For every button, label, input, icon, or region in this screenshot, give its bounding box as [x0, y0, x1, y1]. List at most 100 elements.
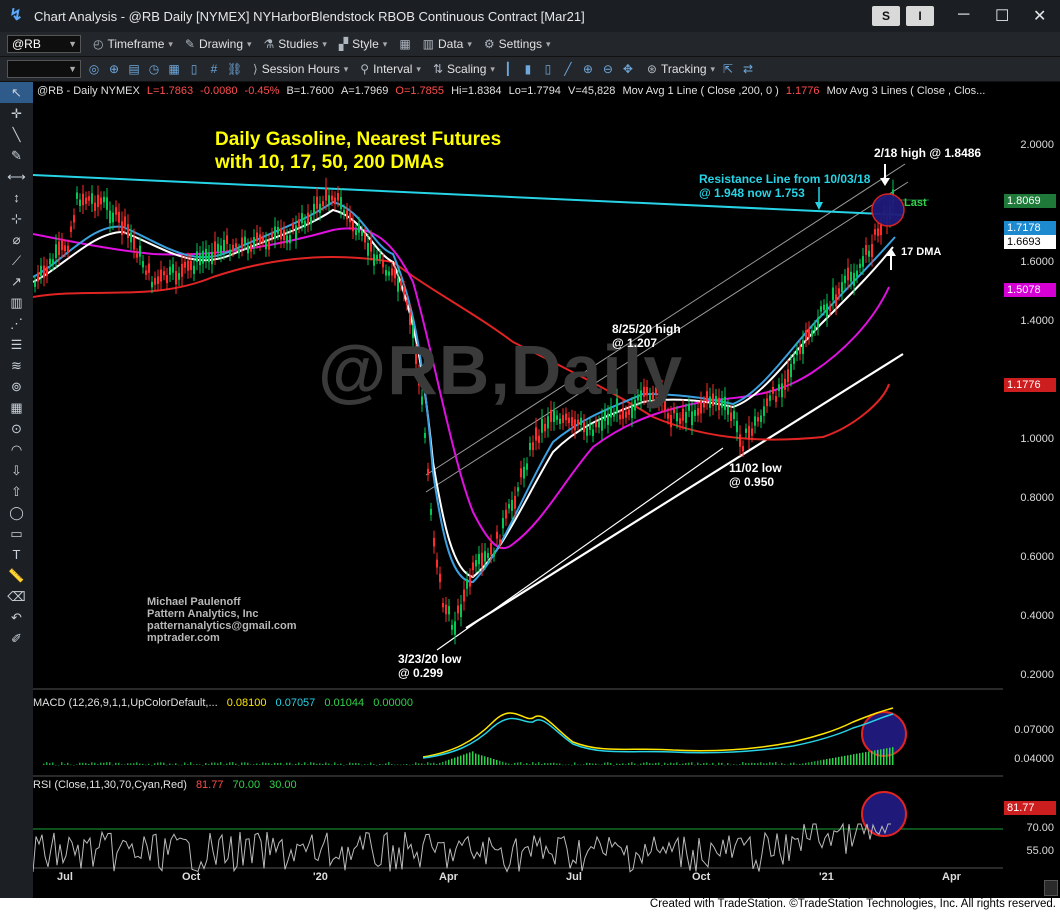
candle-body: [346, 210, 348, 220]
timeframe-menu[interactable]: ◴ Timeframe ▾: [93, 37, 173, 51]
horizontal-line-icon[interactable]: ⟷: [7, 169, 26, 184]
candle-body: [421, 396, 423, 405]
candle-body: [826, 303, 828, 318]
pointer-tool-icon[interactable]: ↖: [0, 82, 33, 103]
macd-bar: [373, 764, 375, 765]
cross-line-icon[interactable]: ⊹: [11, 211, 22, 226]
symbol-link-button[interactable]: S: [872, 6, 900, 26]
pen-tool-icon[interactable]: ✎: [11, 148, 22, 163]
candle-body: [220, 245, 222, 255]
macd-bar: [274, 762, 276, 765]
settings-menu[interactable]: ⚙ Settings ▾: [483, 37, 551, 51]
grid-tool-icon[interactable]: ▦: [10, 400, 23, 415]
grid-icon[interactable]: ▦: [168, 62, 180, 76]
studies-menu[interactable]: ⚗ Studies ▾: [263, 37, 327, 51]
candle-body: [556, 415, 558, 420]
macd-bar: [793, 762, 795, 765]
style-menu[interactable]: ▞ Style ▾: [338, 37, 388, 51]
macd-bar: [541, 764, 543, 765]
price-chart[interactable]: [33, 82, 1003, 898]
target-tool-icon[interactable]: ⊙: [11, 421, 22, 436]
eraser-tool-icon[interactable]: ⌫: [7, 589, 26, 604]
channel-tool-icon[interactable]: ⟋: [11, 253, 22, 268]
edit-tool-icon[interactable]: ✐: [11, 631, 22, 646]
line-style-icon[interactable]: ╱: [564, 62, 572, 76]
ellipse-tool-icon[interactable]: ◯: [9, 505, 24, 520]
interval-input[interactable]: ▼: [7, 60, 81, 78]
hollow-candle-icon[interactable]: ▯: [544, 62, 552, 76]
move-icon[interactable]: ✥: [622, 62, 633, 76]
candle-body: [73, 215, 75, 223]
export-icon[interactable]: ⇱: [723, 62, 734, 76]
candle-body: [460, 604, 462, 618]
macd-bar: [730, 764, 732, 766]
undo-tool-icon[interactable]: ↶: [11, 610, 22, 625]
interval-menu[interactable]: ⚲ Interval ▾: [360, 62, 421, 76]
macd-bar: [784, 764, 786, 765]
candle-body: [604, 411, 606, 421]
zoom-out-icon[interactable]: ⊖: [602, 62, 613, 76]
candle-body: [94, 202, 96, 211]
chain-icon[interactable]: ⛓: [227, 62, 243, 76]
candle-body: [739, 434, 741, 447]
candle-body: [133, 237, 135, 250]
text-tool-icon[interactable]: T: [12, 547, 21, 562]
macd-bar: [100, 762, 102, 765]
candle-body: [409, 312, 411, 325]
macd-bar: [76, 764, 78, 765]
price-badge-ma17: 1.6693: [1004, 235, 1056, 249]
macd-bar: [595, 763, 597, 765]
page-icon[interactable]: ▯: [190, 62, 198, 76]
symbol-input[interactable]: @RB ▼: [7, 35, 81, 53]
macd-bar: [103, 762, 105, 765]
candle-body: [205, 248, 207, 260]
scroll-handle[interactable]: [1044, 880, 1058, 896]
close-button[interactable]: ✕: [1033, 8, 1047, 25]
candle-body: [130, 232, 132, 243]
session-hours-menu[interactable]: ⟩ Session Hours ▾: [253, 62, 349, 76]
fib-tool-icon[interactable]: ⌀: [12, 232, 21, 247]
refresh-icon[interactable]: ◎: [88, 62, 100, 76]
arrow-up-tool-icon[interactable]: ⇧: [11, 484, 22, 499]
layout-button[interactable]: ▦: [399, 37, 410, 51]
crosshair-icon[interactable]: ⊕: [108, 62, 120, 76]
candle-body: [751, 428, 753, 436]
bars-tool-icon[interactable]: ▥: [10, 295, 23, 310]
price-axis[interactable]: 2.0000 1.6000 1.4000 1.0000 0.8000 0.600…: [1003, 82, 1060, 898]
tracking-menu[interactable]: ⊛ Tracking ▾: [646, 62, 716, 76]
scaling-menu[interactable]: ⇅ Scaling ▾: [432, 62, 495, 76]
retracement-tool-icon[interactable]: ☰: [10, 337, 23, 352]
rectangle-tool-icon[interactable]: ▭: [10, 526, 23, 541]
macd-bar: [175, 763, 177, 765]
candle-style-icon[interactable]: ▮: [524, 62, 532, 76]
arc-tool-icon[interactable]: ◠: [10, 442, 23, 457]
indicator-link-button[interactable]: I: [906, 6, 934, 26]
ruler-tool-icon[interactable]: 📏: [8, 568, 25, 583]
candle-body: [397, 278, 399, 292]
cycle-tool-icon[interactable]: ⊚: [11, 379, 22, 394]
vertical-line-icon[interactable]: ↕: [13, 190, 20, 205]
macd-bar: [283, 764, 285, 766]
candle-body: [676, 412, 678, 422]
arrow-down-tool-icon[interactable]: ⇩: [11, 463, 22, 478]
zoom-in-icon[interactable]: ⊕: [582, 62, 593, 76]
maximize-button[interactable]: ☐: [995, 8, 1010, 25]
drawing-menu[interactable]: ✎ Drawing ▾: [184, 37, 252, 51]
crosshair-tool-icon[interactable]: ✛: [11, 106, 22, 121]
candle-body: [322, 201, 324, 206]
bar-style-icon[interactable]: ┃: [504, 62, 512, 76]
macd-bar: [469, 752, 471, 765]
speedlines-tool-icon[interactable]: ⋰: [10, 316, 23, 331]
minimize-button[interactable]: ─: [958, 6, 970, 23]
hash-icon[interactable]: #: [210, 62, 218, 76]
data-menu[interactable]: ▥ Data ▾: [422, 37, 472, 51]
macd-bar: [847, 755, 849, 765]
candle-body: [598, 421, 600, 428]
trendline-tool-icon[interactable]: ╲: [12, 127, 21, 142]
arrows-icon[interactable]: ⇄: [743, 62, 754, 76]
candle-body: [70, 226, 72, 232]
calendar-icon[interactable]: ▤: [128, 62, 140, 76]
regression-tool-icon[interactable]: ≋: [11, 358, 22, 373]
gann-tool-icon[interactable]: ↗: [11, 274, 22, 289]
clock-icon[interactable]: ◷: [148, 62, 160, 76]
